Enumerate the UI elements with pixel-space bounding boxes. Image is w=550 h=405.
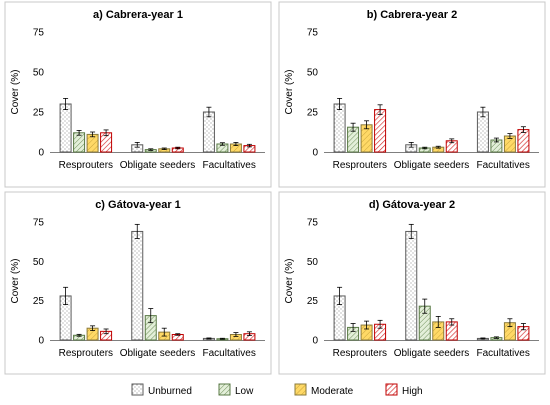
legend-label: Unburned xyxy=(148,386,192,397)
x-category-label: Facultatives xyxy=(202,160,255,171)
legend-item-low: Low xyxy=(218,383,254,397)
y-tick-label: 50 xyxy=(33,257,45,268)
legend-swatch xyxy=(385,383,398,396)
bar-unburned-obligate-seeders xyxy=(405,230,418,341)
y-tick-label: 50 xyxy=(33,68,45,79)
panel-frame xyxy=(4,1,272,188)
bar-unburned-facultatives xyxy=(202,111,215,153)
y-tick-label: 0 xyxy=(38,148,44,159)
panel-frame xyxy=(278,1,546,188)
bar-unburned-resprouters xyxy=(59,103,72,153)
y-tick-label: 0 xyxy=(312,148,318,159)
panel-b-cabrera-year-2: b) Cabrera-year 2 Cover (%) 0 25 50 75 Resprou… xyxy=(278,1,546,188)
bar-unburned-facultatives xyxy=(476,111,489,153)
x-category-label: Resprouters xyxy=(59,160,113,171)
y-axis-label: Cover (%) xyxy=(284,258,295,303)
y-tick-label: 25 xyxy=(33,296,45,307)
x-category-label: Facultatives xyxy=(476,348,529,359)
legend-item-high: High xyxy=(385,383,423,397)
legend-label: Moderate xyxy=(311,386,354,397)
bar-high-facultatives xyxy=(517,129,530,153)
x-category-label: Obligate seeders xyxy=(394,348,470,359)
legend-swatch xyxy=(218,383,231,396)
panel-title: d) Gátova-year 2 xyxy=(369,199,455,211)
legend: Unburned Low Moderate High xyxy=(131,383,423,397)
y-tick-label: 75 xyxy=(307,28,319,39)
panel-title: a) Cabrera-year 1 xyxy=(93,9,183,21)
y-tick-label: 25 xyxy=(33,108,45,119)
x-category-label: Obligate seeders xyxy=(120,160,196,171)
legend-item-moderate: Moderate xyxy=(294,383,354,397)
panel-c-g-tova-year-1: c) Gátova-year 1 Cover (%) 0 25 50 75 Resprout… xyxy=(4,191,272,375)
x-category-label: Obligate seeders xyxy=(394,160,470,171)
panel-a-cabrera-year-1: a) Cabrera-year 1 Cover (%) 0 25 50 75 Resprou… xyxy=(4,1,272,188)
bar-unburned-obligate-seeders xyxy=(131,230,144,341)
x-category-label: Obligate seeders xyxy=(120,348,196,359)
x-category-label: Resprouters xyxy=(59,348,113,359)
y-tick-label: 50 xyxy=(307,68,319,79)
y-tick-label: 50 xyxy=(307,257,319,268)
y-tick-label: 75 xyxy=(33,28,45,39)
x-category-label: Facultatives xyxy=(202,348,255,359)
y-tick-label: 25 xyxy=(307,296,319,307)
legend-swatch xyxy=(131,383,144,396)
legend-label: High xyxy=(402,386,423,397)
y-axis-label: Cover (%) xyxy=(10,69,21,114)
legend-swatch xyxy=(294,383,307,396)
panel-title: c) Gátova-year 1 xyxy=(95,199,181,211)
y-tick-label: 0 xyxy=(38,336,44,347)
bar-low-resprouters xyxy=(73,132,86,153)
legend-label: Low xyxy=(235,386,254,397)
y-tick-label: 75 xyxy=(33,218,45,229)
bar-high-resprouters xyxy=(374,109,387,153)
y-axis-label: Cover (%) xyxy=(284,69,295,114)
y-tick-label: 75 xyxy=(307,218,319,229)
y-tick-label: 0 xyxy=(312,336,318,347)
bar-unburned-resprouters xyxy=(333,103,346,153)
panel-d-g-tova-year-2: d) Gátova-year 2 Cover (%) 0 25 50 75 Resprout… xyxy=(278,191,546,375)
y-tick-label: 25 xyxy=(307,108,319,119)
x-category-label: Facultatives xyxy=(476,160,529,171)
y-axis-label: Cover (%) xyxy=(10,258,21,303)
x-category-label: Resprouters xyxy=(333,160,387,171)
panel-title: b) Cabrera-year 2 xyxy=(367,9,458,21)
legend-item-unburned: Unburned xyxy=(131,383,192,397)
x-category-label: Resprouters xyxy=(333,348,387,359)
